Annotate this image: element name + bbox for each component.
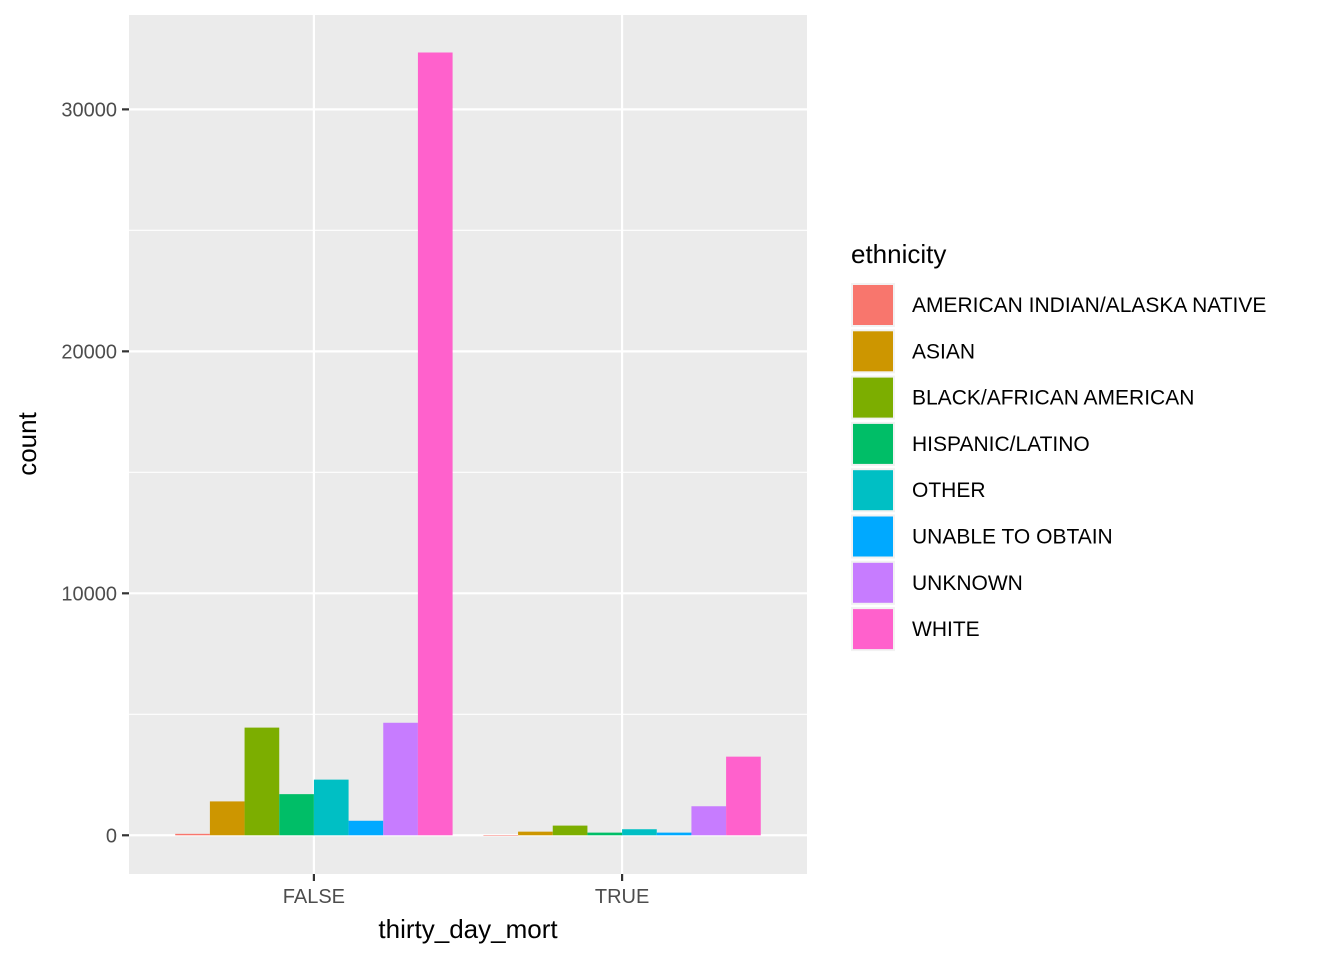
bars [175, 52, 761, 836]
legend-key [853, 331, 893, 372]
y-tick-label: 10000 [61, 583, 117, 605]
y-tick-label: 30000 [61, 99, 117, 121]
legend-items: AMERICAN INDIAN/ALASKA NATIVE ASIAN BLACK/… [851, 283, 1266, 652]
bar [175, 833, 210, 836]
x-tick-label: FALSE [283, 886, 345, 908]
bar [244, 727, 280, 836]
y-axis-title: count [12, 411, 42, 475]
legend-label: UNKNOWN [912, 572, 1023, 595]
bar [656, 832, 692, 836]
y-tick-label: 20000 [61, 341, 117, 363]
legend-label: WHITE [912, 618, 980, 641]
legend-key [853, 516, 893, 557]
bar [348, 820, 384, 836]
grid-minor [129, 229, 807, 715]
legend-label: BLACK/AFRICAN AMERICAN [912, 387, 1194, 410]
legend-key [853, 377, 893, 418]
legend-label: UNABLE TO OBTAIN [912, 526, 1113, 549]
legend-key [853, 562, 893, 603]
legend-key [853, 609, 893, 650]
bar [587, 832, 623, 836]
legend-label: HISPANIC/LATINO [912, 433, 1090, 456]
legend-key [853, 470, 893, 511]
bar [383, 722, 418, 836]
y-axis: 0 10000 20000 30000 [61, 99, 129, 847]
bar [691, 806, 727, 836]
x-tick-label: TRUE [595, 886, 649, 908]
panel-background [129, 15, 807, 874]
x-axis: FALSE TRUE [283, 874, 649, 908]
legend-label: AMERICAN INDIAN/ALASKA NATIVE [912, 294, 1266, 317]
legend-label: ASIAN [912, 340, 975, 363]
bar [209, 801, 245, 836]
legend-label: OTHER [912, 479, 986, 502]
legend-title: ethnicity [851, 239, 946, 269]
bar [726, 756, 761, 836]
bar [279, 794, 314, 836]
legend-key [853, 285, 893, 325]
bar [313, 779, 349, 836]
bar [622, 829, 657, 836]
legend-key [853, 423, 893, 464]
bar [552, 825, 588, 836]
x-axis-title: thirty_day_mort [378, 914, 558, 944]
legend: ethnicity AMERICAN INDIAN/ALASKA NATIVEA… [851, 239, 1266, 652]
bar [417, 52, 453, 836]
y-tick-label: 0 [106, 825, 117, 847]
bar [518, 831, 553, 836]
bar [483, 835, 519, 836]
